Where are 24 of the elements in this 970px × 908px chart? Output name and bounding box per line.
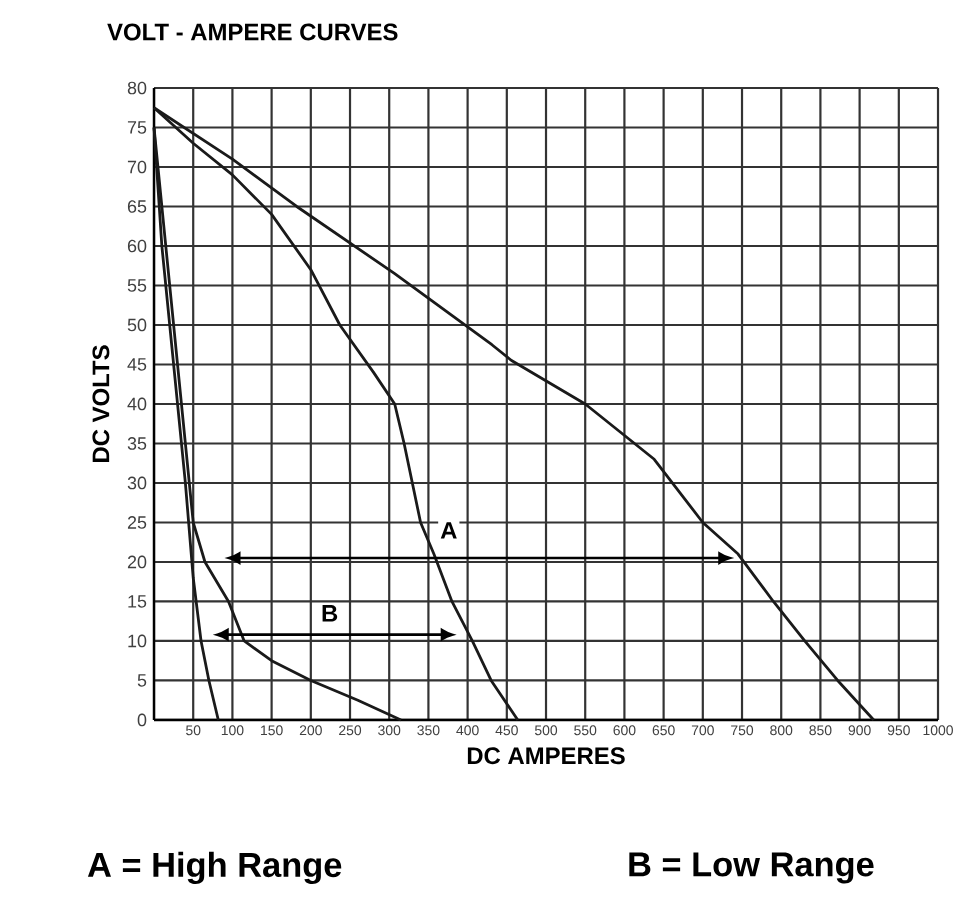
y-tick-label: 60	[127, 239, 147, 253]
text: A = High Range	[87, 851, 342, 885]
chart-title: VOLT - AMPERE CURVES	[107, 23, 398, 41]
y-tick-label: 5	[137, 674, 147, 687]
y-tick-label: 75	[127, 121, 147, 134]
y-tick-label: 15	[128, 595, 147, 608]
annotation: A	[440, 522, 457, 539]
y-tick-label: 20	[127, 555, 147, 569]
y-tick-label: 30	[127, 476, 147, 490]
y-tick-label: 65	[127, 200, 147, 213]
y-axis-title: DC VOLTS	[92, 345, 110, 462]
y-tick-label: 10	[128, 634, 147, 648]
y-tick-label: 45	[127, 358, 147, 371]
x-axis-title: DC AMPERES	[467, 747, 625, 765]
y-tick-label: 0	[137, 713, 147, 727]
y-tick-label: 40	[127, 397, 147, 411]
text: B = Low Range	[629, 852, 874, 884]
y-tick-label: 50	[127, 318, 147, 332]
y-tick-label: 25	[127, 516, 147, 529]
y-tick-label: 70	[127, 160, 147, 174]
annotation: B	[322, 605, 338, 622]
y-tick-label: 80	[127, 81, 147, 95]
y-tick-label: 35	[127, 437, 147, 450]
y-tick-label: 55	[127, 279, 147, 292]
